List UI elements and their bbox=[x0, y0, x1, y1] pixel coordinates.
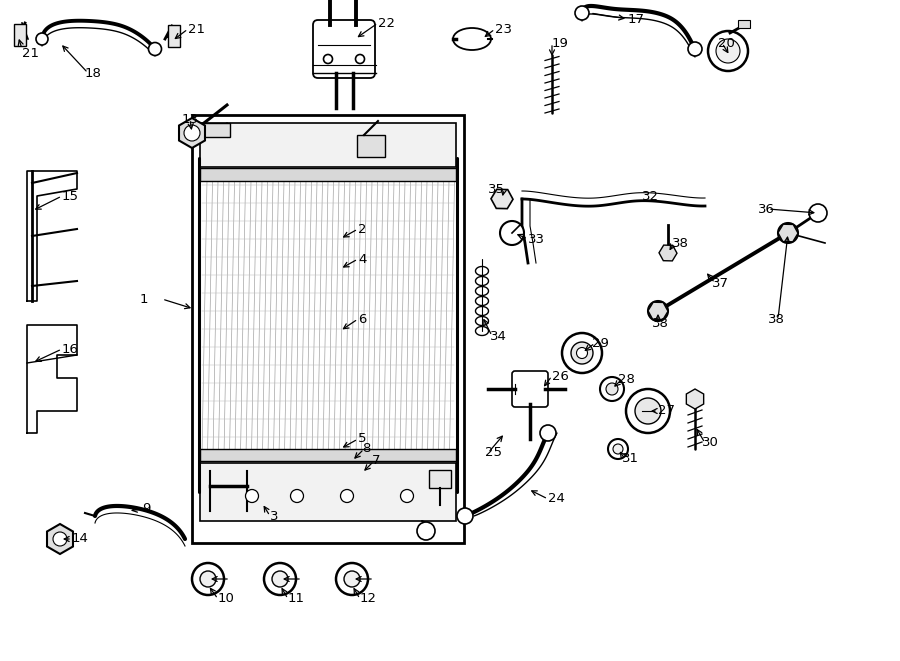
Text: 20: 20 bbox=[718, 36, 735, 50]
Bar bbox=[14, 24, 26, 46]
Text: 14: 14 bbox=[72, 533, 89, 545]
Text: 21: 21 bbox=[188, 22, 205, 36]
FancyBboxPatch shape bbox=[313, 20, 375, 78]
Text: 11: 11 bbox=[288, 592, 305, 605]
Text: 10: 10 bbox=[218, 592, 235, 605]
Circle shape bbox=[778, 223, 798, 243]
Text: 28: 28 bbox=[618, 373, 634, 385]
Circle shape bbox=[575, 6, 589, 20]
Bar bbox=[200, 123, 456, 167]
Text: 7: 7 bbox=[372, 455, 381, 467]
Text: 38: 38 bbox=[672, 237, 688, 249]
Text: 25: 25 bbox=[485, 446, 502, 459]
Circle shape bbox=[291, 490, 303, 502]
Text: 12: 12 bbox=[360, 592, 377, 605]
Bar bbox=[200, 123, 230, 137]
Circle shape bbox=[184, 125, 200, 141]
Text: 37: 37 bbox=[712, 276, 729, 290]
Circle shape bbox=[36, 33, 48, 45]
Text: 9: 9 bbox=[142, 502, 150, 516]
Bar bbox=[738, 20, 750, 28]
Text: 31: 31 bbox=[622, 453, 639, 465]
Text: 5: 5 bbox=[358, 432, 366, 446]
Text: 32: 32 bbox=[642, 190, 659, 202]
Text: 19: 19 bbox=[552, 36, 569, 50]
Circle shape bbox=[648, 301, 668, 321]
Circle shape bbox=[613, 444, 623, 454]
Circle shape bbox=[323, 54, 332, 63]
Circle shape bbox=[344, 571, 360, 587]
Circle shape bbox=[635, 398, 661, 424]
Text: 36: 36 bbox=[758, 202, 775, 215]
Text: 1: 1 bbox=[140, 293, 148, 305]
Bar bbox=[192, 115, 464, 543]
Circle shape bbox=[688, 42, 702, 56]
Text: 27: 27 bbox=[658, 405, 675, 418]
Text: 3: 3 bbox=[270, 510, 278, 522]
Text: 4: 4 bbox=[358, 253, 366, 266]
Text: 13: 13 bbox=[182, 112, 199, 126]
Circle shape bbox=[571, 342, 593, 364]
Text: 8: 8 bbox=[362, 442, 371, 455]
Text: 26: 26 bbox=[552, 369, 569, 383]
Circle shape bbox=[200, 571, 216, 587]
Circle shape bbox=[53, 532, 67, 546]
Circle shape bbox=[809, 204, 827, 222]
Circle shape bbox=[600, 377, 624, 401]
Text: 2: 2 bbox=[358, 223, 366, 235]
Circle shape bbox=[606, 383, 618, 395]
Text: 15: 15 bbox=[62, 190, 79, 202]
Text: 18: 18 bbox=[85, 67, 102, 79]
Circle shape bbox=[264, 563, 296, 595]
Text: 17: 17 bbox=[628, 13, 645, 26]
Text: 33: 33 bbox=[528, 233, 545, 245]
Circle shape bbox=[577, 348, 588, 358]
FancyBboxPatch shape bbox=[512, 371, 548, 407]
Circle shape bbox=[192, 563, 224, 595]
Circle shape bbox=[356, 54, 364, 63]
Circle shape bbox=[708, 31, 748, 71]
Bar bbox=[168, 25, 180, 47]
Circle shape bbox=[246, 490, 258, 502]
Ellipse shape bbox=[453, 28, 491, 50]
Circle shape bbox=[562, 333, 602, 373]
Text: 34: 34 bbox=[490, 329, 507, 342]
Text: 16: 16 bbox=[62, 342, 79, 356]
Bar bbox=[429, 470, 451, 488]
Circle shape bbox=[400, 490, 413, 502]
Text: 22: 22 bbox=[378, 17, 395, 30]
Circle shape bbox=[457, 508, 473, 524]
Text: 23: 23 bbox=[495, 22, 512, 36]
Circle shape bbox=[417, 522, 435, 540]
Text: 29: 29 bbox=[592, 336, 609, 350]
Text: 21: 21 bbox=[22, 46, 39, 59]
Circle shape bbox=[716, 39, 740, 63]
Text: 6: 6 bbox=[358, 313, 366, 325]
Text: 30: 30 bbox=[702, 436, 719, 449]
Circle shape bbox=[336, 563, 368, 595]
Text: 24: 24 bbox=[548, 492, 565, 506]
Circle shape bbox=[148, 42, 161, 56]
Bar bbox=[357, 135, 385, 157]
Circle shape bbox=[626, 389, 670, 433]
Circle shape bbox=[500, 221, 524, 245]
Bar bbox=[200, 463, 456, 521]
Text: 38: 38 bbox=[652, 317, 669, 329]
Bar bbox=[200, 168, 456, 181]
Circle shape bbox=[540, 425, 556, 441]
Circle shape bbox=[608, 439, 628, 459]
Text: 35: 35 bbox=[488, 182, 505, 196]
Circle shape bbox=[340, 490, 354, 502]
Text: 38: 38 bbox=[768, 313, 785, 325]
Bar bbox=[200, 449, 456, 461]
Circle shape bbox=[272, 571, 288, 587]
